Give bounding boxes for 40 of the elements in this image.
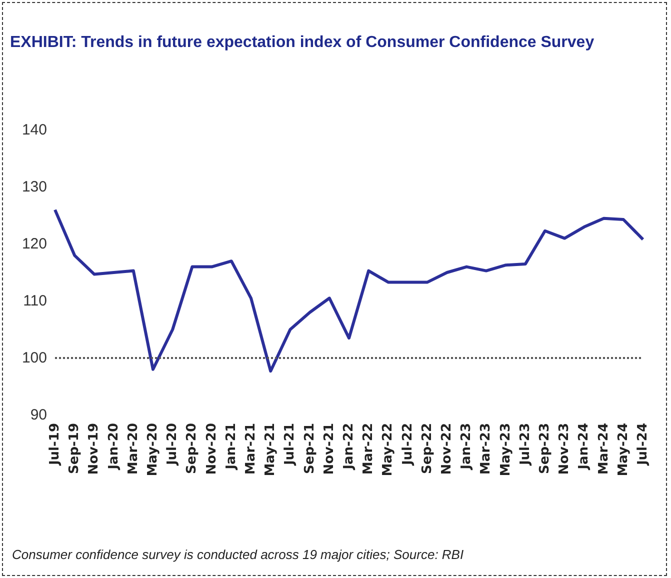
- x-tick-label: Nov-21: [322, 423, 337, 475]
- x-tick-label: Jan-21: [224, 423, 239, 470]
- x-tick-label: May-20: [146, 423, 160, 476]
- x-tick-label: May-24: [616, 423, 631, 476]
- y-tick-label: 100: [22, 350, 47, 366]
- y-tick-label: 110: [23, 292, 47, 310]
- x-tick-label: Mar-24: [596, 423, 612, 475]
- y-tick-label: 90: [30, 406, 47, 424]
- x-tick-label: Nov-22: [440, 423, 454, 475]
- x-tick-label: May-22: [380, 423, 396, 476]
- x-tick-label: Jan-22: [342, 423, 356, 470]
- x-tick-label: Nov-19: [86, 423, 102, 475]
- y-tick-label: 140: [22, 122, 47, 138]
- x-tick-label: Jan-23: [459, 423, 474, 470]
- x-tick-label: Jul-21: [282, 423, 298, 466]
- x-tick-label: Sep-21: [302, 423, 318, 474]
- x-tick-label: Sep-23: [538, 423, 552, 474]
- y-tick-label: 120: [22, 236, 47, 252]
- x-tick-label: Mar-20: [126, 423, 141, 475]
- x-tick-label: Jan-20: [106, 423, 122, 470]
- x-tick-label: May-23: [498, 423, 514, 476]
- x-tick-label: Mar-21: [244, 423, 258, 475]
- x-tick-label: Nov-23: [557, 423, 572, 475]
- chart-title: EXHIBIT: Trends in future expectation index of Consumer Confidence Survey: [10, 34, 594, 52]
- x-tick-label: Jul-23: [518, 423, 533, 466]
- x-tick-label: May-21: [263, 423, 278, 476]
- x-tick-label: Jul-22: [400, 423, 416, 466]
- text: Consumer confidence survey is conducted across 19 major cities; Source: RBI: [12, 547, 464, 562]
- x-tick-label: Nov-20: [204, 423, 220, 475]
- x-tick-label: Sep-20: [184, 423, 200, 474]
- line-series: [54, 208, 644, 373]
- x-tick-label: Jul-19: [48, 423, 62, 466]
- x-tick-label: Sep-19: [67, 423, 82, 474]
- x-tick-label: Jan-24: [576, 423, 592, 470]
- y-tick-label: 130: [22, 178, 47, 196]
- x-tick-label: Jul-24: [636, 423, 650, 466]
- x-tick-label: Jul-20: [165, 423, 180, 466]
- x-tick-label: Mar-22: [361, 423, 376, 475]
- x-tick-label: Sep-22: [420, 423, 435, 474]
- x-tick-label: Mar-23: [478, 423, 494, 475]
